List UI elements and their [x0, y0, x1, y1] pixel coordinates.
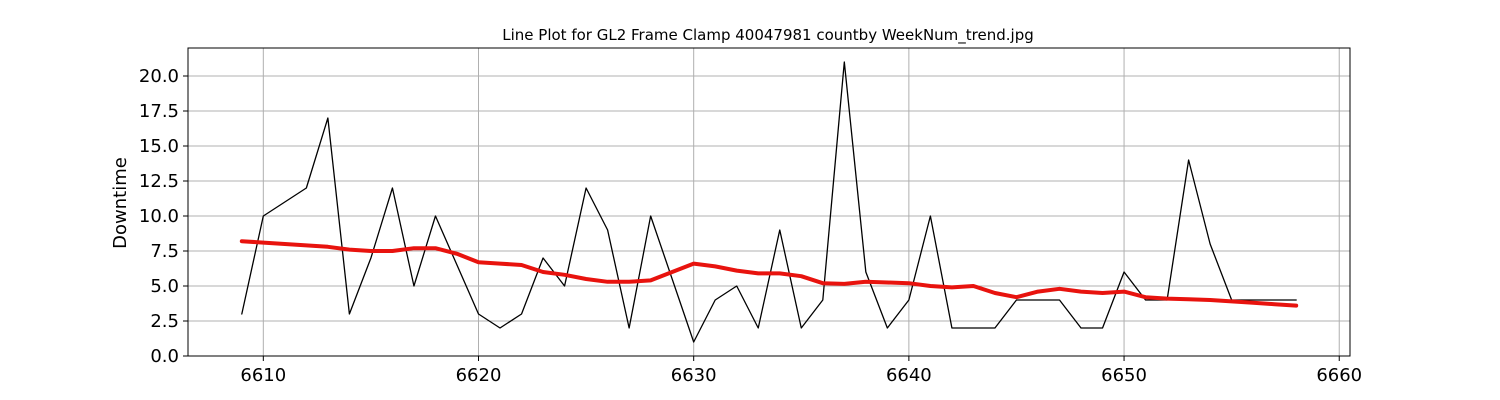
y-tick-label: 2.5: [150, 311, 179, 332]
y-tick-label: 17.5: [139, 101, 179, 122]
chart-title: Line Plot for GL2 Frame Clamp 40047981 c…: [502, 26, 1033, 45]
y-axis-label: Downtime: [110, 157, 131, 249]
plot-frame: [187, 47, 1351, 357]
x-tick-label: 6620: [456, 365, 502, 386]
y-tick-label: 5.0: [150, 276, 179, 297]
trend-series-line: [239, 239, 1299, 308]
grid: [188, 48, 1350, 357]
x-tick-label: 6630: [671, 365, 717, 386]
y-tick-label: 0.0: [150, 346, 179, 367]
x-tick-label: 6610: [240, 365, 286, 386]
series-layer: [239, 61, 1299, 343]
ticks: 6610 6620 6630 6640 6650 6660 0.0 2.5 5.0 7.5 10.0…: [139, 66, 1362, 386]
x-tick-label: 6650: [1101, 365, 1147, 386]
y-tick-label: 20.0: [139, 66, 179, 87]
x-tick-label: 6640: [886, 365, 932, 386]
x-tick-label: 6660: [1316, 365, 1362, 386]
y-tick-label: 12.5: [139, 171, 179, 192]
y-tick-label: 7.5: [150, 241, 179, 262]
y-tick-label: 10.0: [139, 206, 179, 227]
y-tick-label: 15.0: [139, 136, 179, 157]
downtime-series-line: [241, 61, 1297, 343]
